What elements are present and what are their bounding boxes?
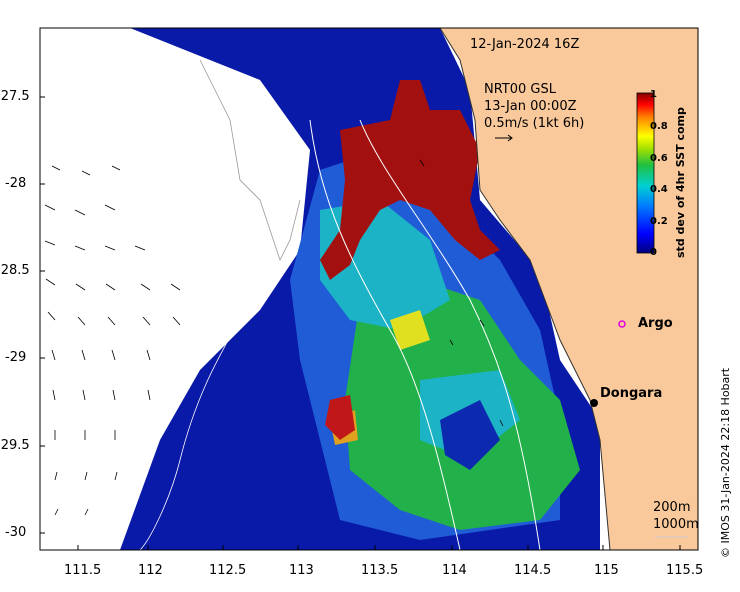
current-product: NRT00 GSL <box>484 82 556 97</box>
x-tick-label: 113.5 <box>361 563 399 578</box>
x-tick-label: 115 <box>594 563 619 578</box>
argo-label: Argo <box>638 316 673 331</box>
axis-ticks <box>40 96 681 550</box>
current-vectors <box>44 159 504 516</box>
dongara-label: Dongara <box>600 386 663 401</box>
argo-marker <box>618 320 626 328</box>
colorbar-tick: 1 <box>650 89 657 100</box>
colorbar-tick: 0.2 <box>650 216 668 227</box>
isobath-200m <box>359 119 541 550</box>
colorbar-tick: 0.8 <box>650 121 668 132</box>
dongara-marker <box>590 399 598 407</box>
isobath-1000m <box>309 119 461 550</box>
isobath-1000m-label: 1000m <box>653 517 699 532</box>
isobath-200m-label: 200m <box>653 500 691 515</box>
colorbar-tick: 0.4 <box>650 184 668 195</box>
y-tick-label: -28 <box>5 176 27 191</box>
colorbar-title: std dev of 4hr SST comp <box>674 107 687 258</box>
x-tick-label: 115.5 <box>666 563 704 578</box>
vector-scale-label: 0.5m/s (1kt 6h) <box>484 116 585 131</box>
x-tick-label: 114 <box>442 563 467 578</box>
y-tick-label: -29 <box>5 350 27 365</box>
y-tick-label: -29.5 <box>0 438 30 453</box>
y-tick-label: -27.5 <box>0 89 30 104</box>
colorbar-tick: 0 <box>650 247 657 258</box>
colorbar-gradient <box>636 92 655 254</box>
x-tick-label: 112.5 <box>209 563 247 578</box>
y-tick-label: -30 <box>5 525 27 540</box>
vector-scale-arrow <box>495 134 513 142</box>
credit-text: © IMOS 31-Jan-2024 22:18 Hobart <box>719 367 732 558</box>
y-tick-label: -28.5 <box>0 263 30 278</box>
sst-field <box>44 28 698 550</box>
x-tick-label: 114.5 <box>514 563 552 578</box>
colorbar-tick: 0.6 <box>650 153 668 164</box>
x-tick-label: 111.5 <box>64 563 102 578</box>
sst-high-region <box>320 80 500 280</box>
valid-time: 12-Jan-2024 16Z <box>470 37 580 52</box>
land-mass <box>440 28 698 550</box>
x-tick-label: 113 <box>289 563 314 578</box>
current-time: 13-Jan 00:00Z <box>484 99 577 114</box>
x-tick-label: 112 <box>138 563 163 578</box>
